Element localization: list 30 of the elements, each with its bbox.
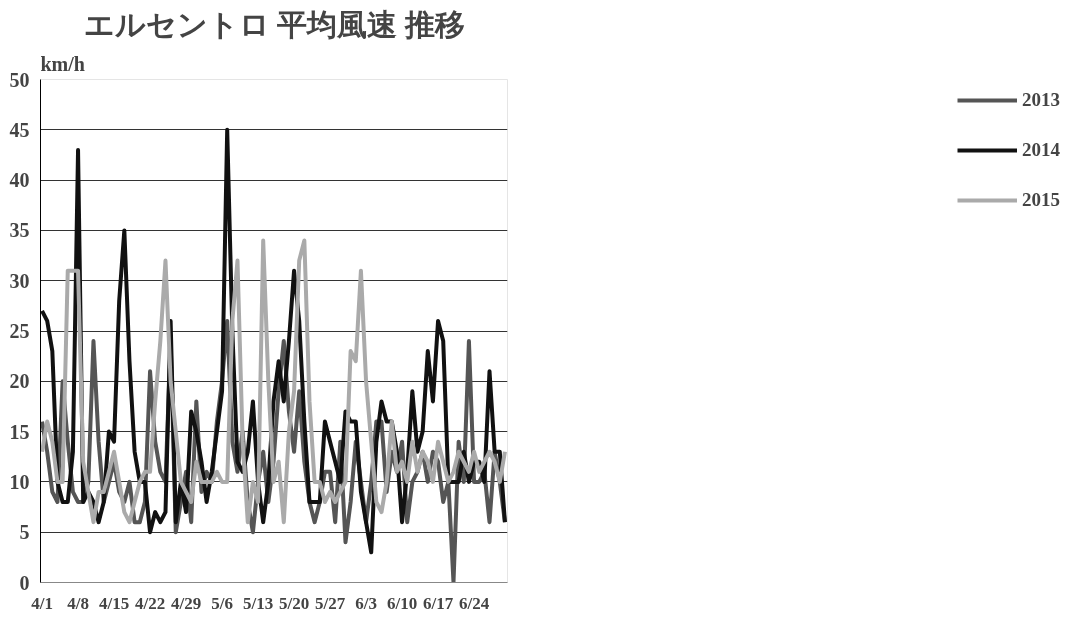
y-tick-label: 20 — [9, 370, 30, 393]
x-tick-label: 6/17 — [422, 593, 454, 613]
y-tick-label: 0 — [19, 571, 30, 594]
y-tick-label: 25 — [9, 320, 30, 342]
x-tick-label: 4/22 — [134, 593, 166, 613]
y-axis-title: km/h — [40, 52, 85, 75]
y-tick-label: 5 — [19, 521, 30, 544]
y-tick-label: 50 — [9, 68, 30, 91]
x-tick-label: 5/6 — [211, 593, 233, 613]
x-tick-label: 5/13 — [242, 593, 274, 613]
x-tick-label: 4/1 — [31, 593, 53, 613]
y-tick-label: 30 — [9, 269, 30, 292]
x-tick-label: 4/29 — [170, 593, 202, 613]
x-tick-label: 5/20 — [278, 593, 310, 613]
y-tick-label: 45 — [9, 118, 30, 141]
legend-label: 2013 — [1022, 89, 1060, 111]
x-tick-label: 4/15 — [98, 593, 130, 613]
y-tick-label: 35 — [9, 219, 30, 242]
y-tick-label: 40 — [9, 169, 30, 192]
y-tick-label: 15 — [9, 420, 30, 443]
legend-label: 2015 — [1022, 189, 1060, 211]
x-tick-label: 5/27 — [314, 593, 346, 613]
legend-label: 2014 — [1022, 139, 1060, 161]
chart-title: エルセントロ 平均風速 推移 — [83, 7, 465, 41]
x-tick-label: 4/8 — [67, 593, 89, 613]
x-tick-label: 6/3 — [355, 593, 377, 613]
y-tick-label: 10 — [9, 470, 30, 493]
x-tick-label: 6/24 — [458, 593, 490, 613]
line-series — [40, 238, 507, 525]
x-tick-label: 6/10 — [386, 593, 418, 613]
